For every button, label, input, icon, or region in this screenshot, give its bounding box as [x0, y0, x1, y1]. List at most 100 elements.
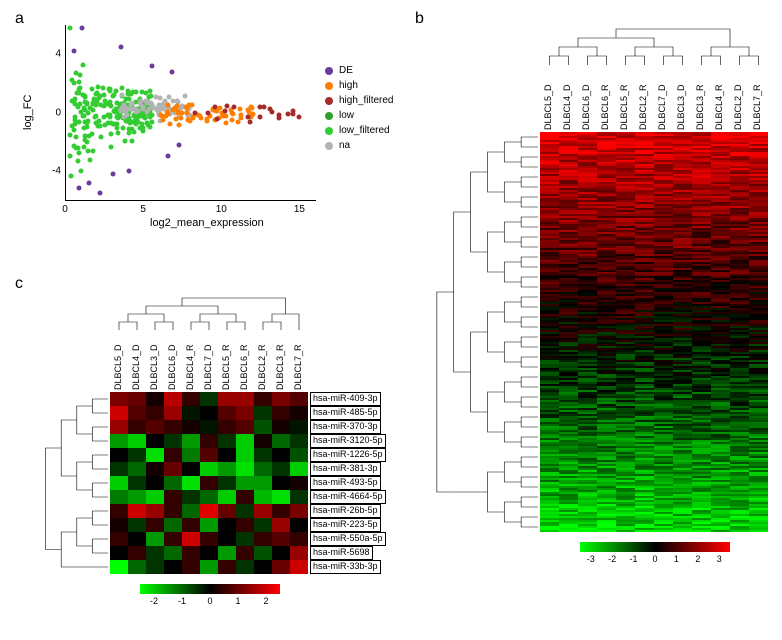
heatmap-cell: [164, 434, 182, 448]
heatmap-small-col-dendrogram: [110, 290, 308, 330]
scatter-point: [94, 90, 99, 95]
heatmap-cell: [290, 476, 308, 490]
heatmap-cell: [254, 532, 272, 546]
heatmap-cell: [110, 448, 128, 462]
heatmap-cell: [164, 560, 182, 574]
legend-label: na: [339, 140, 350, 151]
scatter-point: [81, 62, 86, 67]
heatmap-cell: [254, 434, 272, 448]
heatmap-col-label: DLBCL6_R: [239, 344, 249, 390]
heatmap-row-label: hsa-miR-33b-3p: [310, 560, 381, 574]
scatter-point: [126, 168, 131, 173]
colorbar-tick: 0: [207, 596, 212, 606]
heatmap-col-label: DLBCL2_R: [638, 84, 648, 130]
heatmap-cell: [110, 504, 128, 518]
heatmap-cell: [218, 560, 236, 574]
scatter-point: [297, 115, 302, 120]
legend-swatch: [325, 67, 333, 75]
heatmap-cell: [146, 532, 164, 546]
heatmap-col-label: DLBCL4_D: [562, 84, 572, 130]
heatmap-cell: [182, 560, 200, 574]
heatmap-cell: [182, 532, 200, 546]
heatmap-cell: [182, 476, 200, 490]
heatmap-cell: [218, 420, 236, 434]
scatter-point: [71, 49, 76, 54]
scatter-point: [91, 148, 96, 153]
heatmap-cell: [182, 462, 200, 476]
scatter-point: [177, 123, 182, 128]
heatmap-cell: [128, 448, 146, 462]
heatmap-cell: [290, 560, 308, 574]
scatter-point: [72, 144, 77, 149]
scatter-legend: DEhighhigh_filteredlowlow_filteredna: [325, 65, 393, 155]
heatmap-cell: [200, 434, 218, 448]
heatmap-cell: [218, 490, 236, 504]
scatter-point: [76, 159, 81, 164]
heatmap-cell: [200, 518, 218, 532]
heatmap-cell: [673, 530, 692, 532]
scatter-point: [82, 144, 87, 149]
scatter-point: [223, 109, 228, 114]
heatmap-cell: [290, 546, 308, 560]
colorbar-tick: 2: [695, 554, 700, 564]
heatmap-cell: [578, 530, 597, 532]
heatmap-col-label: DLBCL3_R: [695, 84, 705, 130]
heatmap-cell: [182, 434, 200, 448]
legend-item: low: [325, 110, 393, 121]
heatmap-cell: [254, 448, 272, 462]
scatter-point: [92, 96, 97, 101]
heatmap-cell: [254, 560, 272, 574]
heatmap-cell: [128, 434, 146, 448]
heatmap-cell: [146, 448, 164, 462]
scatter-point: [147, 115, 152, 120]
scatter-plot-area: [65, 25, 316, 201]
heatmap-cell: [164, 490, 182, 504]
heatmap-small: DLBCL5_DDLBCL4_DDLBCL3_DDLBCL6_DDLBCL4_R…: [30, 290, 430, 620]
heatmap-cell: [218, 504, 236, 518]
scatter-point: [101, 86, 106, 91]
scatter-point: [247, 119, 252, 124]
heatmap-cell: [110, 546, 128, 560]
colorbar-tick: -1: [630, 554, 638, 564]
legend-item: low_filtered: [325, 125, 393, 136]
heatmap-cell: [218, 434, 236, 448]
heatmap-cell: [200, 504, 218, 518]
heatmap-cell: [164, 546, 182, 560]
heatmap-cell: [272, 532, 290, 546]
heatmap-cell: [200, 448, 218, 462]
heatmap-cell: [290, 420, 308, 434]
scatter-point: [110, 171, 115, 176]
scatter-point: [88, 158, 93, 163]
heatmap-col-label: DLBCL5_D: [113, 344, 123, 390]
heatmap-cell: [200, 532, 218, 546]
heatmap-cell: [218, 532, 236, 546]
scatter-point: [179, 115, 184, 120]
scatter-point: [75, 104, 80, 109]
scatter-point: [73, 71, 78, 76]
heatmap-cell: [146, 406, 164, 420]
scatter-y-label: log_FC: [22, 95, 34, 130]
heatmap-cell: [128, 476, 146, 490]
heatmap-cell: [164, 420, 182, 434]
legend-label: low: [339, 110, 354, 121]
heatmap-row-label: hsa-miR-370-3p: [310, 420, 381, 434]
heatmap-cell: [164, 406, 182, 420]
heatmap-cell: [236, 406, 254, 420]
scatter-point: [128, 119, 133, 124]
scatter-point: [97, 123, 102, 128]
heatmap-cell: [559, 530, 578, 532]
scatter-point: [71, 127, 76, 132]
heatmap-cell: [218, 476, 236, 490]
heatmap-cell: [236, 546, 254, 560]
scatter-point: [74, 90, 79, 95]
scatter-point: [229, 117, 234, 122]
heatmap-cell: [254, 476, 272, 490]
heatmap-cell: [290, 392, 308, 406]
scatter-point: [85, 120, 90, 125]
scatter-point: [76, 120, 81, 125]
heatmap-cell: [290, 518, 308, 532]
heatmap-row-label: hsa-miR-1226-5p: [310, 448, 386, 462]
legend-swatch: [325, 112, 333, 120]
scatter-point: [126, 92, 131, 97]
heatmap-large: DLBCL5_DDLBCL4_DDLBCL6_DDLBCL6_RDLBCL5_R…: [420, 20, 770, 580]
